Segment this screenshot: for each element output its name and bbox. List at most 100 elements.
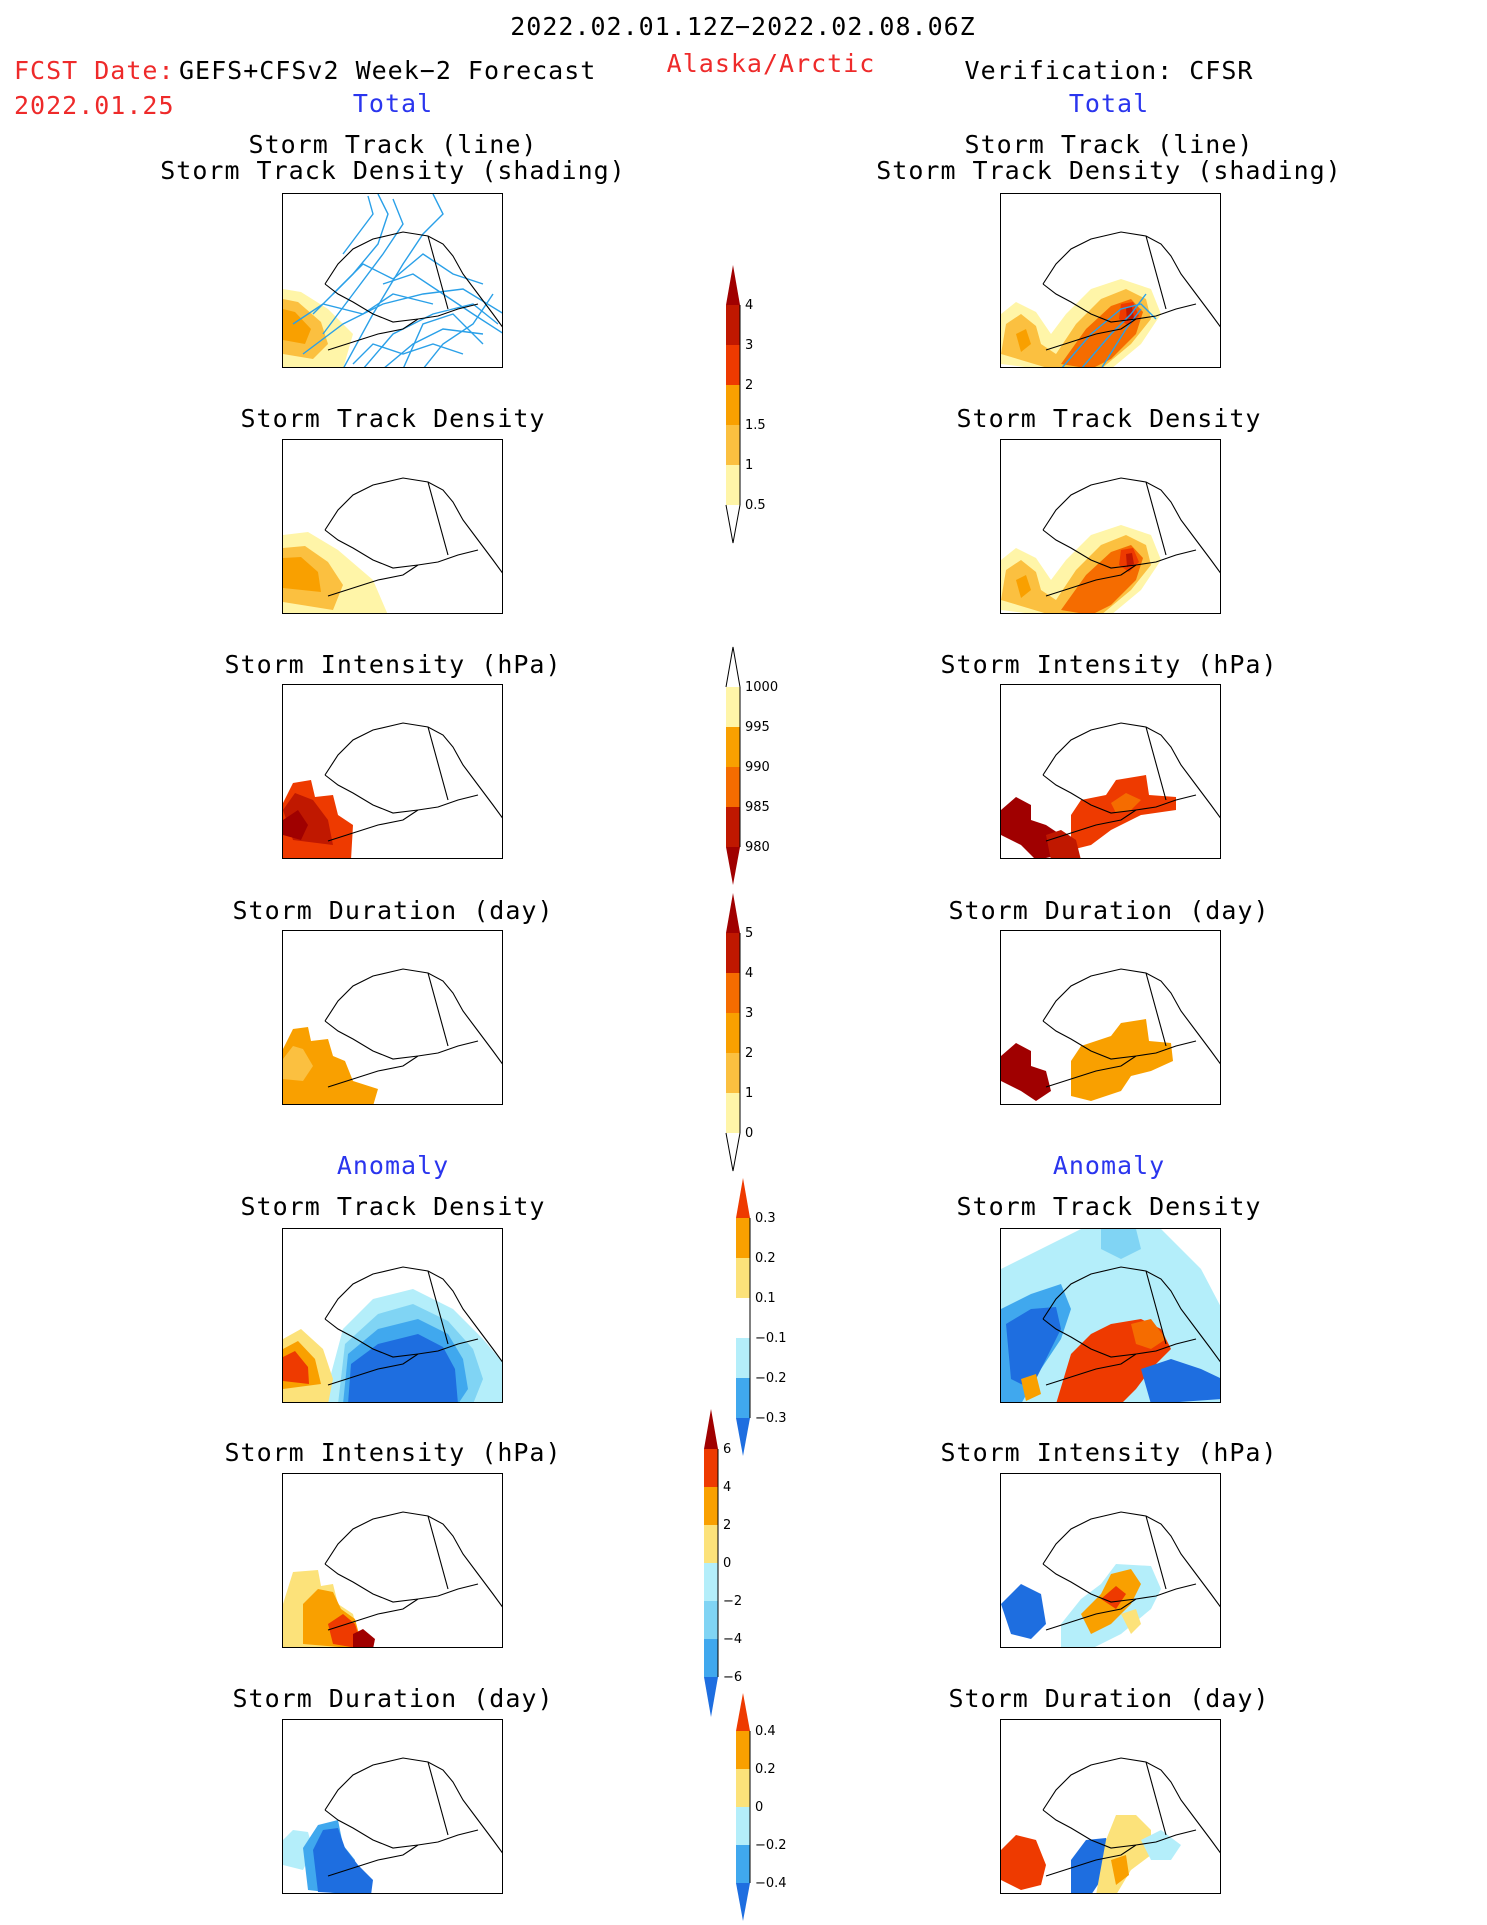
date-range-title: 2022.02.01.12Z−2022.02.08.06Z (510, 12, 976, 41)
cbar-tick: 1 (745, 458, 753, 473)
colorbar-bin (736, 1845, 750, 1883)
density-fill (1016, 575, 1031, 598)
storm-track-line (332, 253, 484, 295)
cbar-tick: 995 (745, 720, 770, 735)
intensity-fill (1071, 775, 1176, 850)
right-density-map (1000, 439, 1221, 614)
storm-track-line (423, 293, 494, 367)
alaska-coastline (324, 1020, 479, 1060)
anomaly-fill (353, 1629, 375, 1647)
colorbar-ticks-total-density: 0.5 1 1.5 2 3 4 (745, 298, 766, 513)
left-duration-map (282, 930, 503, 1105)
right-density-title: Storm Track Density (956, 404, 1262, 433)
cbar-tick: 980 (745, 840, 770, 855)
alaska-coastline (324, 529, 479, 569)
duration-fill (283, 1046, 313, 1081)
fcst-date-label: FCST Date: (14, 56, 175, 85)
anomaly-fill (1001, 1835, 1046, 1890)
cbar-tick: −0.2 (755, 1371, 787, 1386)
right-anom-duration-map (1000, 1719, 1221, 1894)
left-density-title: Storm Track Density (240, 404, 546, 433)
colorbar-bin (736, 1258, 750, 1298)
cbar-tick: 2 (723, 1518, 731, 1533)
canada-border (1145, 1270, 1167, 1345)
alaska-coastline (324, 1266, 502, 1363)
cbar-tick: 0.5 (745, 498, 766, 513)
alaska-coastline (1042, 477, 1220, 574)
colorbar-bin (726, 1053, 740, 1093)
alaska-coastline (1045, 564, 1137, 597)
alaska-coastline (1042, 529, 1197, 569)
cbar-tick: 4 (723, 1480, 731, 1495)
right-anomaly-heading: Anomaly (1052, 1151, 1166, 1180)
colorbar-bin (726, 807, 740, 847)
cbar-tick: 4 (745, 966, 753, 981)
cbar-tick: 5 (745, 926, 753, 941)
colorbar-bin (726, 385, 740, 425)
canada-border (427, 1515, 449, 1590)
storm-track-line (382, 273, 502, 334)
alaska-coastline (1045, 1055, 1137, 1088)
colorbar-bin (726, 687, 740, 727)
intensity-fill (1046, 830, 1081, 858)
forecast-model-label: GEFS+CFSv2 Week−2 Forecast (179, 56, 597, 85)
canada-border (1145, 235, 1167, 310)
right-anom-density-map (1000, 1228, 1221, 1403)
colorbar-arrow-bottom (736, 1418, 750, 1456)
alaska-coastline (324, 1318, 479, 1358)
cbar-tick: 0.4 (755, 1724, 776, 1739)
left-anom-intensity-map (282, 1473, 503, 1648)
left-anom-density-title: Storm Track Density (240, 1192, 546, 1221)
alaska-coastline (1042, 231, 1220, 328)
alaska-coastline (324, 774, 479, 814)
alaska-coastline (1045, 809, 1137, 842)
canada-border (427, 1761, 449, 1836)
colorbar-total-density: 0.5 1 1.5 2 3 4 (724, 265, 804, 545)
alaska-coastline (1045, 1353, 1137, 1386)
alaska-coastline (327, 1844, 419, 1877)
verification-label: Verification: CFSR (964, 56, 1254, 85)
colorbar-arrow-top (736, 1693, 750, 1731)
colorbar-bin (736, 1298, 750, 1338)
left-anomaly-heading: Anomaly (336, 1151, 450, 1180)
colorbar-total-duration: 5 4 3 2 1 0 (724, 893, 804, 1173)
colorbar-anom-density: 0.3 0.2 0.1 −0.1 −0.2 −0.3 (734, 1178, 814, 1458)
alaska-coastline (1042, 1809, 1197, 1849)
cbar-tick: 0 (745, 1126, 753, 1141)
left-track-title-line1: Storm Track (line) (248, 130, 538, 159)
cbar-tick: 1.5 (745, 418, 766, 433)
colorbar-arrow-bottom (704, 1677, 718, 1717)
right-track-title-line1: Storm Track (line) (964, 130, 1254, 159)
alaska-coastline (324, 477, 502, 574)
storm-track-line (312, 194, 389, 315)
alaska-coastline (327, 1598, 419, 1631)
colorbar-anom-intensity: 6 4 2 0 −2 −4 −6 (702, 1409, 782, 1719)
colorbar-bin (704, 1449, 718, 1487)
colorbar-bin (736, 1807, 750, 1845)
colorbar-bin (726, 1093, 740, 1133)
left-total-heading: Total (352, 89, 434, 118)
colorbar-bin (726, 933, 740, 973)
right-intensity-title: Storm Intensity (hPa) (940, 650, 1278, 679)
cbar-tick: 990 (745, 760, 770, 775)
colorbar-arrow-bottom (726, 847, 740, 885)
right-duration-title: Storm Duration (day) (948, 896, 1270, 925)
alaska-coastline (1042, 1563, 1197, 1603)
left-intensity-title: Storm Intensity (hPa) (224, 650, 562, 679)
right-storm-track-map (1000, 193, 1221, 368)
anomaly-fill (348, 1334, 458, 1402)
cbar-tick: 3 (745, 1006, 753, 1021)
cbar-tick: 2 (745, 378, 753, 393)
left-storm-track-svg (283, 194, 502, 367)
alaska-coastline (324, 1757, 502, 1854)
alaska-coastline (324, 1511, 502, 1608)
left-anom-duration-title: Storm Duration (day) (232, 1684, 554, 1713)
colorbar-arrow-top (726, 265, 740, 305)
cbar-tick: 2 (745, 1046, 753, 1061)
anomaly-fill (1111, 1855, 1129, 1885)
alaska-coastline (1045, 1844, 1137, 1877)
alaska-coastline (1045, 318, 1137, 351)
right-anom-density-title: Storm Track Density (956, 1192, 1262, 1221)
colorbar-arrow-bottom (725, 504, 741, 544)
cbar-tick: 3 (745, 338, 753, 353)
